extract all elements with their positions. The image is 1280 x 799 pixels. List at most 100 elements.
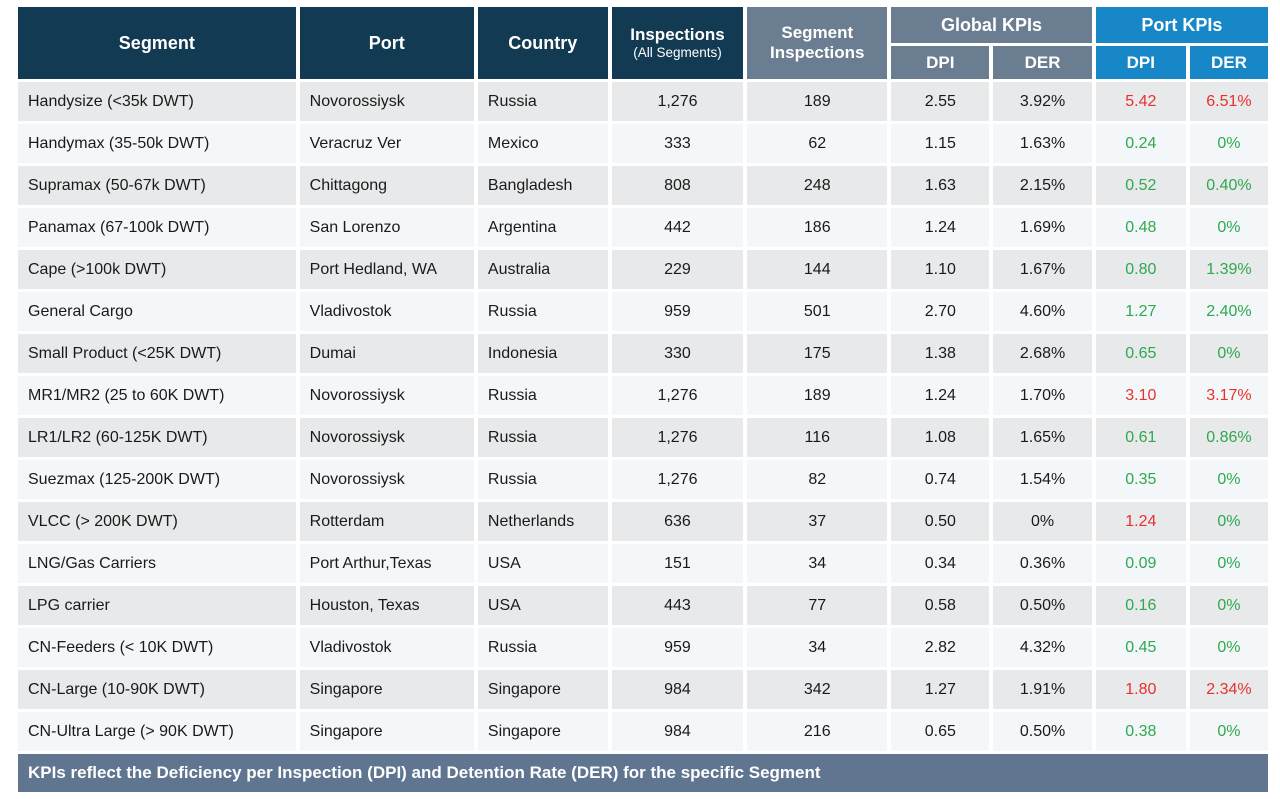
port-dpi-cell: 0.16 bbox=[1095, 586, 1186, 625]
segment-cell: Cape (>100k DWT) bbox=[18, 250, 296, 289]
inspections-all-segments-cell: 636 bbox=[611, 502, 744, 541]
header-port-der: DER bbox=[1189, 46, 1268, 79]
segment-inspections-cell: 144 bbox=[747, 250, 888, 289]
table-row: Small Product (<25K DWT) Dumai Indonesia 33… bbox=[18, 334, 1268, 373]
table-row: MR1/MR2 (25 to 60K DWT) Novorossiysk Russi… bbox=[18, 376, 1268, 415]
inspections-all-segments-cell: 1,276 bbox=[611, 418, 744, 457]
global-der-cell: 1.67% bbox=[993, 250, 1092, 289]
global-dpi-cell: 1.08 bbox=[891, 418, 990, 457]
segment-cell: CN-Ultra Large (> 90K DWT) bbox=[18, 712, 296, 751]
table-row: VLCC (> 200K DWT) Rotterdam Netherlands 636… bbox=[18, 502, 1268, 541]
segment-inspections-cell: 34 bbox=[747, 628, 888, 667]
segment-inspections-cell: 186 bbox=[747, 208, 888, 247]
port-der-cell: 0% bbox=[1189, 544, 1268, 583]
country-cell: USA bbox=[477, 586, 608, 625]
inspections-all-segments-cell: 959 bbox=[611, 628, 744, 667]
global-der-cell: 1.54% bbox=[993, 460, 1092, 499]
table-row: Handymax (35-50k DWT) Veracruz Ver Mexico 3… bbox=[18, 124, 1268, 163]
header-global-der: DER bbox=[993, 46, 1092, 79]
segment-cell: Suezmax (125-200K DWT) bbox=[18, 460, 296, 499]
global-dpi-cell: 0.58 bbox=[891, 586, 990, 625]
table-row: Panamax (67-100k DWT) San Lorenzo Argentin… bbox=[18, 208, 1268, 247]
port-dpi-cell: 1.24 bbox=[1095, 502, 1186, 541]
segment-cell: LPG carrier bbox=[18, 586, 296, 625]
inspections-all-segments-cell: 1,276 bbox=[611, 82, 744, 121]
table-body: Handysize (<35k DWT) Novorossiysk Russia 1,… bbox=[18, 82, 1268, 751]
header-port-kpis: Port KPIs bbox=[1095, 7, 1268, 43]
header-global-kpis: Global KPIs bbox=[891, 7, 1092, 43]
segment-cell: MR1/MR2 (25 to 60K DWT) bbox=[18, 376, 296, 415]
inspections-all-segments-cell: 1,276 bbox=[611, 460, 744, 499]
inspections-all-segments-cell: 229 bbox=[611, 250, 744, 289]
table-row: General Cargo Vladivostok Russia 959 501 2.70… bbox=[18, 292, 1268, 331]
port-dpi-cell: 1.27 bbox=[1095, 292, 1186, 331]
country-cell: Russia bbox=[477, 460, 608, 499]
port-der-cell: 0% bbox=[1189, 208, 1268, 247]
inspections-all-segments-cell: 333 bbox=[611, 124, 744, 163]
segment-inspections-cell: 77 bbox=[747, 586, 888, 625]
country-cell: Netherlands bbox=[477, 502, 608, 541]
port-cell: San Lorenzo bbox=[299, 208, 474, 247]
segment-cell: Panamax (67-100k DWT) bbox=[18, 208, 296, 247]
global-dpi-cell: 1.63 bbox=[891, 166, 990, 205]
port-cell: Chittagong bbox=[299, 166, 474, 205]
port-cell: Novorossiysk bbox=[299, 82, 474, 121]
table-row: Suezmax (125-200K DWT) Novorossiysk Russia… bbox=[18, 460, 1268, 499]
country-cell: Russia bbox=[477, 418, 608, 457]
table-row: Cape (>100k DWT) Port Hedland, WA Australi… bbox=[18, 250, 1268, 289]
segment-inspections-cell: 189 bbox=[747, 376, 888, 415]
segment-inspections-cell: 82 bbox=[747, 460, 888, 499]
inspections-all-segments-cell: 808 bbox=[611, 166, 744, 205]
country-cell: Mexico bbox=[477, 124, 608, 163]
segment-inspections-cell: 342 bbox=[747, 670, 888, 709]
table-row: Handysize (<35k DWT) Novorossiysk Russia 1,… bbox=[18, 82, 1268, 121]
global-der-cell: 1.69% bbox=[993, 208, 1092, 247]
port-cell: Novorossiysk bbox=[299, 460, 474, 499]
port-cell: Novorossiysk bbox=[299, 376, 474, 415]
port-cell: Houston, Texas bbox=[299, 586, 474, 625]
inspections-all-segments-cell: 984 bbox=[611, 670, 744, 709]
global-dpi-cell: 2.70 bbox=[891, 292, 990, 331]
port-dpi-cell: 0.38 bbox=[1095, 712, 1186, 751]
port-cell: Singapore bbox=[299, 670, 474, 709]
segment-inspections-cell: 62 bbox=[747, 124, 888, 163]
segment-inspections-cell: 34 bbox=[747, 544, 888, 583]
country-cell: Russia bbox=[477, 376, 608, 415]
global-dpi-cell: 0.74 bbox=[891, 460, 990, 499]
port-cell: Port Hedland, WA bbox=[299, 250, 474, 289]
table-header: Segment Port Country Inspections (All Se… bbox=[18, 7, 1268, 79]
port-der-cell: 0% bbox=[1189, 124, 1268, 163]
country-cell: Singapore bbox=[477, 670, 608, 709]
header-port: Port bbox=[299, 7, 474, 79]
country-cell: Bangladesh bbox=[477, 166, 608, 205]
country-cell: Argentina bbox=[477, 208, 608, 247]
global-dpi-cell: 1.27 bbox=[891, 670, 990, 709]
port-der-cell: 0% bbox=[1189, 628, 1268, 667]
global-der-cell: 4.32% bbox=[993, 628, 1092, 667]
header-port-dpi: DPI bbox=[1095, 46, 1186, 79]
global-der-cell: 1.70% bbox=[993, 376, 1092, 415]
port-dpi-cell: 1.80 bbox=[1095, 670, 1186, 709]
segment-cell: CN-Large (10-90K DWT) bbox=[18, 670, 296, 709]
port-cell: Vladivostok bbox=[299, 292, 474, 331]
table-row: Supramax (50-67k DWT) Chittagong Banglades… bbox=[18, 166, 1268, 205]
global-dpi-cell: 1.10 bbox=[891, 250, 990, 289]
global-dpi-cell: 0.65 bbox=[891, 712, 990, 751]
port-cell: Port Arthur,Texas bbox=[299, 544, 474, 583]
inspections-all-segments-cell: 151 bbox=[611, 544, 744, 583]
port-dpi-cell: 0.65 bbox=[1095, 334, 1186, 373]
country-cell: Russia bbox=[477, 292, 608, 331]
global-der-cell: 2.68% bbox=[993, 334, 1092, 373]
inspections-all-segments-cell: 330 bbox=[611, 334, 744, 373]
header-inspections-line1: Inspections bbox=[630, 25, 725, 45]
footer-note: KPIs reflect the Deficiency per Inspecti… bbox=[18, 754, 1268, 792]
segment-inspections-cell: 216 bbox=[747, 712, 888, 751]
global-der-cell: 1.65% bbox=[993, 418, 1092, 457]
header-segment: Segment bbox=[18, 7, 296, 79]
port-der-cell: 0% bbox=[1189, 502, 1268, 541]
segment-cell: Small Product (<25K DWT) bbox=[18, 334, 296, 373]
port-dpi-cell: 0.45 bbox=[1095, 628, 1186, 667]
header-global-dpi: DPI bbox=[891, 46, 990, 79]
inspections-all-segments-cell: 1,276 bbox=[611, 376, 744, 415]
